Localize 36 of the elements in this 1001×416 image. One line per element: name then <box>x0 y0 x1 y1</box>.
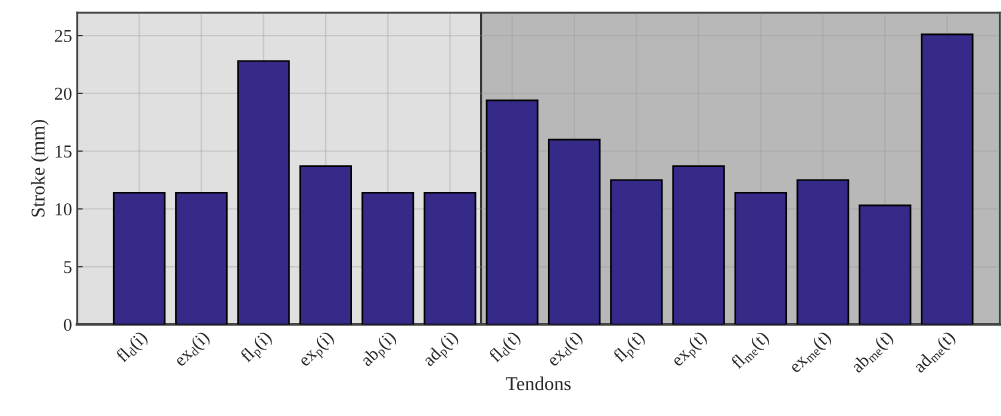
y-tick-label: 15 <box>55 145 72 158</box>
bar <box>610 179 663 325</box>
bar <box>547 138 601 325</box>
bar <box>237 60 290 325</box>
bar <box>796 179 850 325</box>
bar <box>734 191 788 325</box>
y-tick-label: 10 <box>55 203 72 216</box>
x-tick-label: fl$_{d}$(t) <box>487 329 524 366</box>
y-tick-label: 0 <box>63 318 72 331</box>
x-tick-label: ab$_{me}$(t) <box>849 329 896 376</box>
bar <box>858 204 912 325</box>
x-tick-label: fl$_{p}$(i) <box>239 329 276 367</box>
bar <box>361 191 415 325</box>
bar <box>423 191 477 325</box>
bar <box>175 191 228 325</box>
x-tick-label: fl$_{p}$(t) <box>612 329 649 367</box>
x-tick-label: fl$_{me}$(t) <box>729 330 772 372</box>
bar <box>920 33 974 325</box>
x-tick-label: ab$_{p}$(i) <box>359 329 400 371</box>
x-tick-label: ex$_{d}$(i) <box>172 329 213 370</box>
bar <box>485 99 539 325</box>
x-tick-label: ad$_{p}$(i) <box>421 329 462 371</box>
y-tick-label: 5 <box>64 261 72 274</box>
x-tick-label: ex$_{p}$(i) <box>297 329 338 371</box>
x-tick-label: ex$_{me}$(t) <box>787 329 834 376</box>
bar <box>672 165 725 325</box>
bar <box>112 191 166 325</box>
x-tick-label: ex$_{d}$(t) <box>545 329 586 370</box>
bar <box>299 165 352 325</box>
x-tick-label: fl$_{d}$(i) <box>114 329 151 366</box>
x-tick-label: ex$_{p}$(t) <box>670 329 711 371</box>
x-axis-title: Tendons <box>506 376 571 391</box>
y-tick-label: 25 <box>54 29 72 43</box>
y-tick-label: 20 <box>54 87 72 100</box>
x-tick-label: ad$_{me}$(t) <box>912 329 959 376</box>
y-axis-title: Stroke (mm) <box>30 119 49 217</box>
